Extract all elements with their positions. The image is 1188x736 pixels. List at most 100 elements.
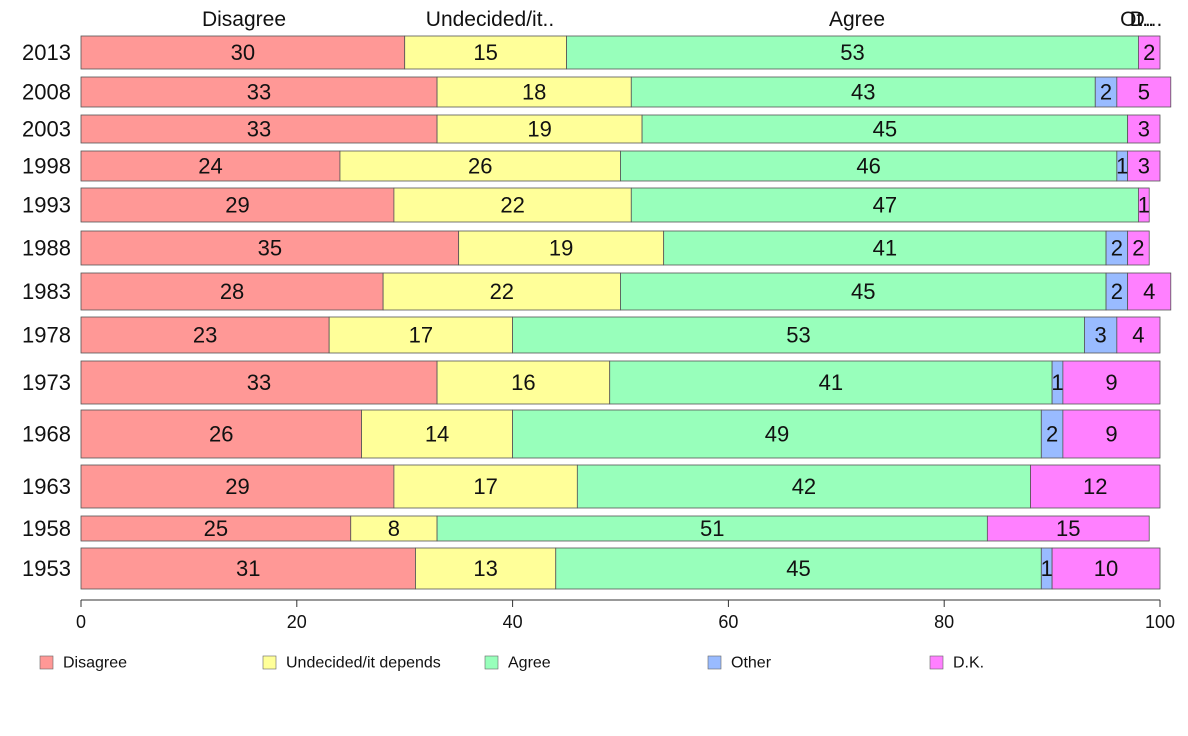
year-label-1968: 1968 (22, 422, 71, 447)
x-tick-label-60: 60 (718, 612, 738, 632)
bar-1998-agree (620, 150, 1118, 182)
data-label-1968-agree: 49 (765, 422, 789, 447)
data-label-2008-agree: 43 (851, 80, 875, 105)
data-label-1958-disagree: 25 (204, 516, 228, 541)
bar-1978-other (1084, 316, 1118, 354)
legend-item-undecided-it-depends: Undecided/it depends (262, 655, 441, 672)
data-label-2003-agree: 45 (873, 117, 897, 142)
bar-1983-d-k (1127, 272, 1172, 311)
bar-1993-disagree (80, 187, 395, 223)
legend-label-other: Other (731, 655, 772, 672)
year-label-1998: 1998 (22, 154, 71, 179)
data-label-1978-agree: 53 (786, 323, 810, 348)
bar-1958-disagree (80, 515, 352, 542)
data-label-1968-disagree: 26 (209, 422, 233, 447)
bar-row-2003: 2003 33 19 45 3 (22, 114, 1161, 144)
bar-1953-undecided-it-depends (415, 547, 557, 590)
bar-1993-agree (630, 187, 1139, 223)
year-label-1983: 1983 (22, 279, 71, 304)
bar-1978-agree (512, 316, 1085, 354)
legend: Disagree Undecided/it depends Agree Other D.… (39, 655, 984, 672)
bar-1988-agree (663, 230, 1107, 266)
data-label-1958-d-k: 15 (1056, 516, 1080, 541)
year-label-1963: 1963 (22, 474, 71, 499)
legend-label-d-k: D.K. (953, 655, 984, 672)
data-label-1998-other: 1 (1116, 154, 1128, 179)
bar-2003-disagree (80, 114, 438, 144)
year-label-2008: 2008 (22, 80, 71, 105)
data-label-1998-agree: 46 (856, 154, 880, 179)
legend-label-disagree: Disagree (63, 655, 127, 672)
year-label-1958: 1958 (22, 516, 71, 541)
data-label-2003-disagree: 33 (247, 117, 271, 142)
data-label-1978-other: 3 (1095, 323, 1107, 348)
data-label-1993-agree: 47 (873, 193, 897, 218)
bar-1963-d-k (1030, 464, 1161, 509)
bar-row-1978: 1978 23 17 53 3 4 (22, 316, 1161, 354)
data-label-1953-disagree: 31 (236, 556, 260, 581)
year-label-1953: 1953 (22, 556, 71, 581)
data-label-1978-disagree: 23 (193, 323, 217, 348)
bar-1998-disagree (80, 150, 341, 182)
bar-1973-undecided-it-depends (436, 360, 611, 405)
data-label-2013-disagree: 30 (231, 40, 255, 65)
bar-1958-d-k (986, 515, 1150, 542)
data-label-1983-other: 2 (1111, 279, 1123, 304)
data-label-1993-disagree: 29 (225, 193, 249, 218)
bar-2003-agree (641, 114, 1129, 144)
data-label-1983-d-k: 4 (1143, 279, 1155, 304)
year-label-1973: 1973 (22, 370, 71, 395)
legend-item-disagree: Disagree (39, 655, 127, 672)
bar-1973-disagree (80, 360, 438, 405)
bar-row-1998: 1998 24 26 46 1 3 (22, 150, 1161, 182)
data-label-2008-other: 2 (1100, 80, 1112, 105)
bar-1983-disagree (80, 272, 384, 311)
bar-1968-disagree (80, 409, 362, 459)
data-label-1968-undecided-it-depends: 14 (425, 422, 449, 447)
bar-1968-undecided-it-depends (361, 409, 514, 459)
data-label-1953-d-k: 10 (1094, 556, 1118, 581)
legend-swatch-undecided-it-depends (262, 655, 277, 670)
bar-1963-agree (576, 464, 1031, 509)
legend-swatch-d-k (929, 655, 944, 670)
data-label-2008-undecided-it-depends: 18 (522, 80, 546, 105)
bar-2003-d-k (1127, 114, 1161, 144)
legend-item-agree: Agree (484, 655, 551, 672)
bar-1978-d-k (1116, 316, 1161, 354)
column-header-4: Ot.. (1120, 8, 1154, 31)
bar-row-1963: 1963 29 17 42 12 (22, 464, 1161, 509)
bar-2008-disagree (80, 76, 438, 108)
data-label-2008-d-k: 5 (1138, 80, 1150, 105)
data-label-1953-agree: 45 (786, 556, 810, 581)
data-label-1988-d-k: 2 (1132, 236, 1144, 261)
bar-1988-undecided-it-depends (458, 230, 665, 266)
bar-row-2008: 2008 33 18 43 2 5 (22, 76, 1172, 108)
bar-1993-undecided-it-depends (393, 187, 632, 223)
x-tick-label-40: 40 (503, 612, 523, 632)
bar-row-1988: 1988 35 19 41 2 2 (22, 230, 1150, 266)
data-label-1993-undecided-it-depends: 22 (500, 193, 524, 218)
legend-swatch-agree (484, 655, 499, 670)
year-label-1978: 1978 (22, 323, 71, 348)
legend-swatch-disagree (39, 655, 54, 670)
x-tick-label-100: 100 (1145, 612, 1175, 632)
bar-row-1973: 1973 33 16 41 1 9 (22, 360, 1161, 405)
bar-1978-undecided-it-depends (328, 316, 514, 354)
bar-2008-undecided-it-depends (436, 76, 632, 108)
bar-1953-disagree (80, 547, 416, 590)
column-header-5: D... (1130, 8, 1163, 31)
bar-row-1958: 1958 25 8 51 15 (22, 515, 1150, 542)
x-tick-label-0: 0 (76, 612, 86, 632)
legend-item-d-k: D.K. (929, 655, 984, 672)
bar-2013-d-k (1138, 35, 1161, 70)
column-header-1: Disagree (202, 8, 286, 31)
data-label-1998-undecided-it-depends: 26 (468, 154, 492, 179)
data-label-1973-disagree: 33 (247, 370, 271, 395)
column-headers: Disagree Undecided/it.. Agree Ot..D... (202, 8, 1162, 31)
data-label-1953-other: 1 (1041, 556, 1053, 581)
data-label-1973-other: 1 (1051, 370, 1063, 395)
bar-2013-undecided-it-depends (404, 35, 567, 70)
